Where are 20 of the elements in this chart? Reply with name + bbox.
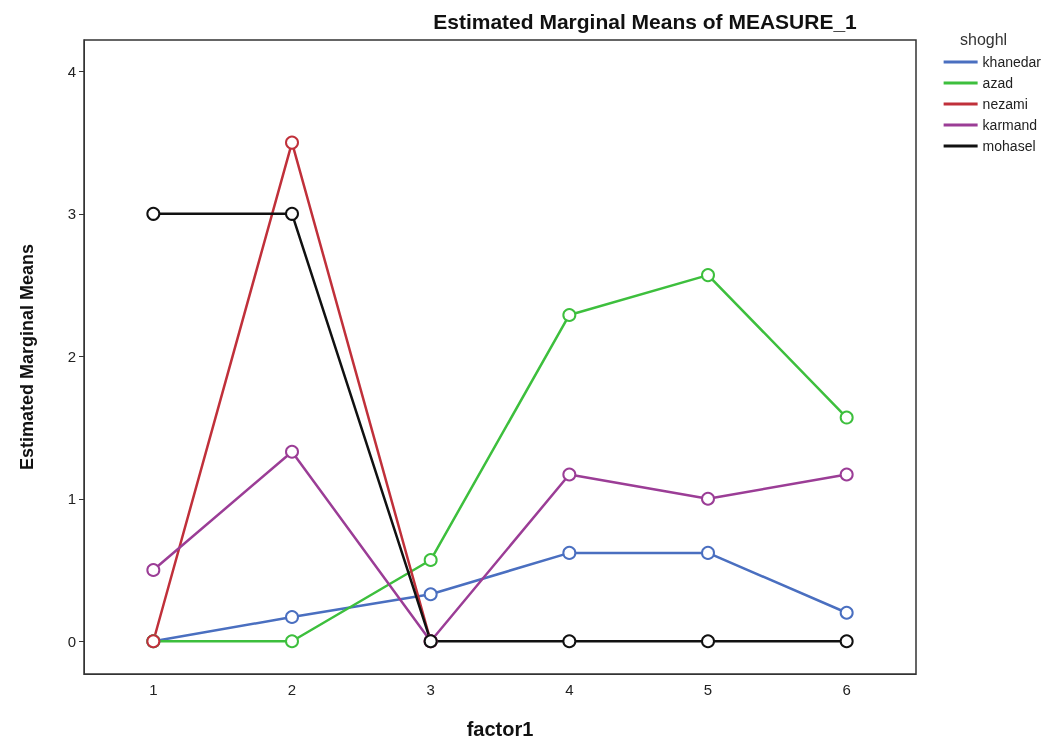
chart-title: Estimated Marginal Means of MEASURE_1 [433,10,858,33]
legend-label: azad [982,75,1013,91]
legend-title: shoghl [960,30,1008,48]
legend-label: mohasel [982,138,1036,154]
y-tick-label: 1 [67,490,76,508]
legend-label: nezami [982,96,1028,112]
y-tick-label: 3 [67,205,76,223]
x-tick-label: 4 [565,681,574,698]
y-tick-label: 0 [67,632,76,650]
x-axis-title: factor1 [466,718,534,740]
y-axis-title: Estimated Marginal Means [17,243,37,471]
x-tick-label: 5 [703,681,713,698]
legend-label: karmand [982,117,1038,133]
x-tick-label: 3 [426,681,435,698]
x-tick-label: 1 [149,681,158,698]
y-tick-label: 2 [67,347,76,365]
x-tick-label: 2 [287,681,297,698]
x-tick-label: 6 [842,681,851,698]
y-tick-label: 4 [67,62,76,80]
legend-label: khanedar [982,54,1042,70]
